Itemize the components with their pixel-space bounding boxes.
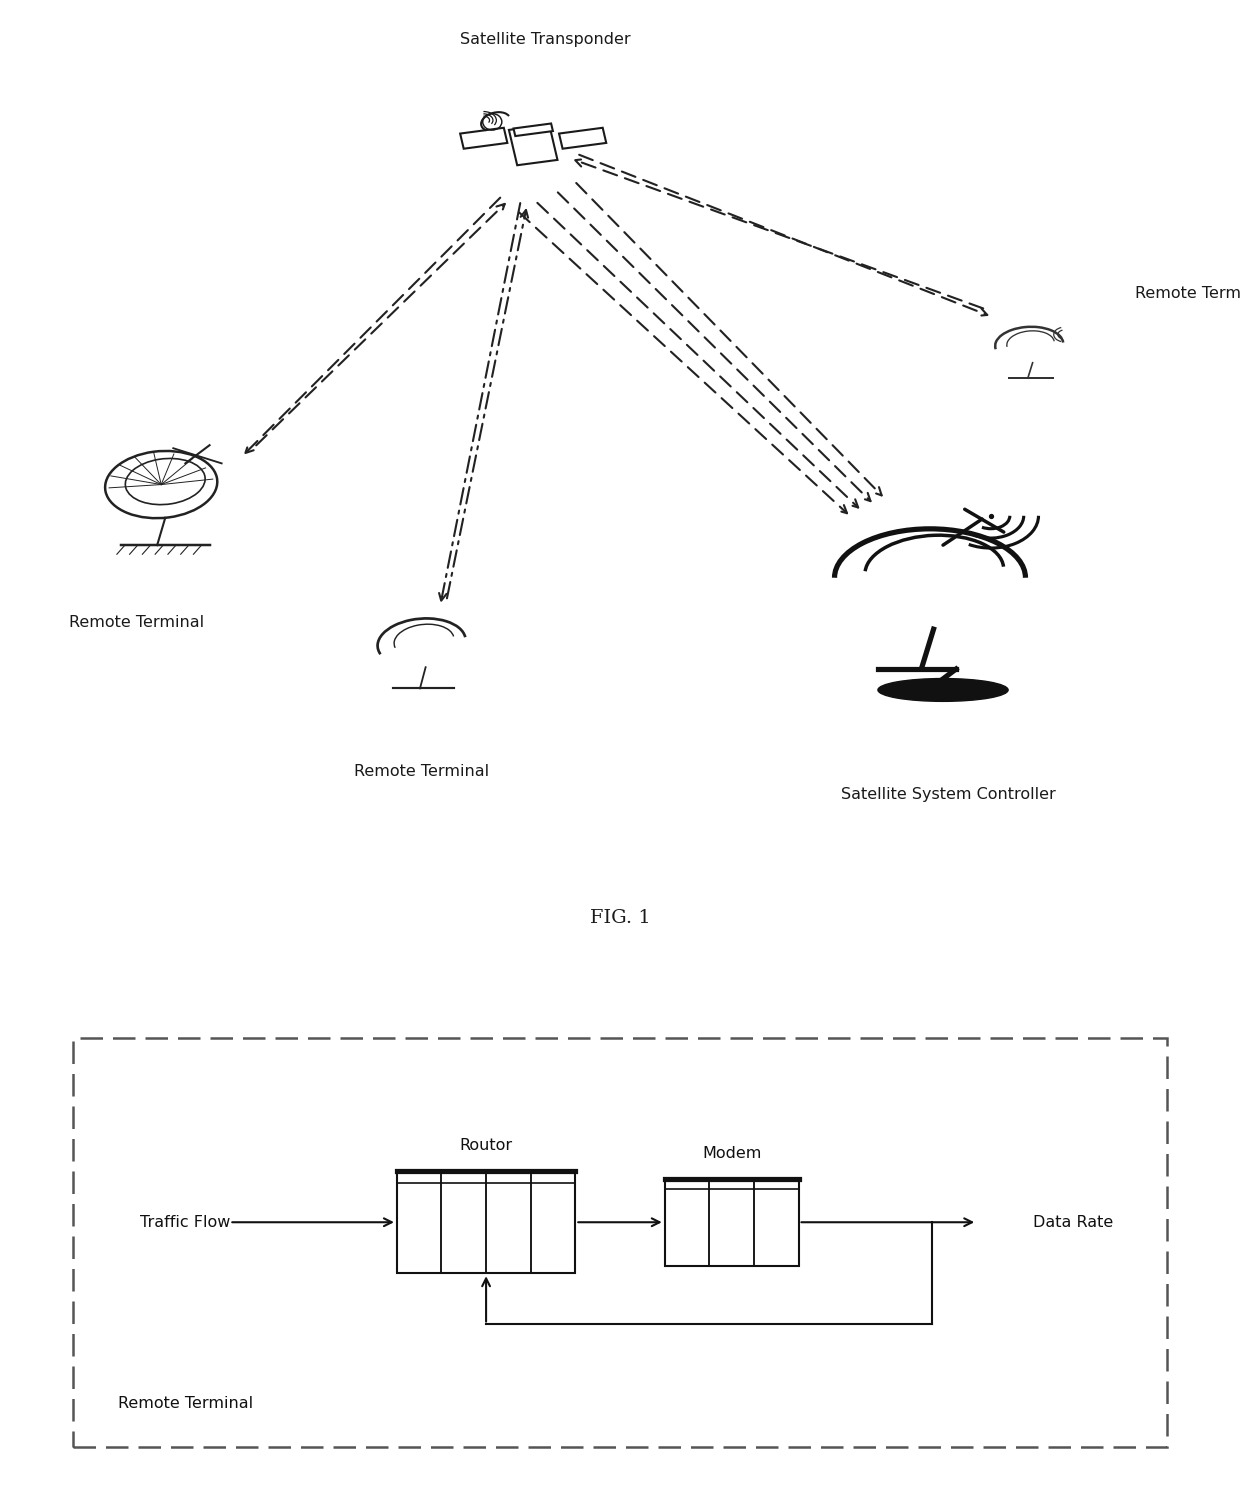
Bar (508, 125, 558, 165)
Text: Modem: Modem (702, 1145, 761, 1160)
Text: Traffic Flow: Traffic Flow (140, 1214, 229, 1229)
Text: Satellite System Controller: Satellite System Controller (841, 788, 1056, 803)
Bar (513, 123, 553, 137)
Bar (559, 128, 606, 149)
Text: Data Rate: Data Rate (1033, 1214, 1114, 1229)
Bar (397, 1171, 575, 1273)
Text: Satellite Transponder: Satellite Transponder (460, 32, 631, 47)
Text: Remote Terminal: Remote Terminal (1135, 286, 1240, 301)
Text: Routor: Routor (460, 1138, 512, 1153)
Text: Remote Terminal: Remote Terminal (69, 615, 203, 630)
Bar (665, 1178, 799, 1266)
Text: Remote Terminal: Remote Terminal (355, 764, 489, 779)
Text: Remote Terminal: Remote Terminal (118, 1396, 253, 1411)
Bar (460, 128, 507, 149)
Text: FIG. 1: FIG. 1 (590, 909, 650, 927)
Ellipse shape (878, 678, 1008, 702)
